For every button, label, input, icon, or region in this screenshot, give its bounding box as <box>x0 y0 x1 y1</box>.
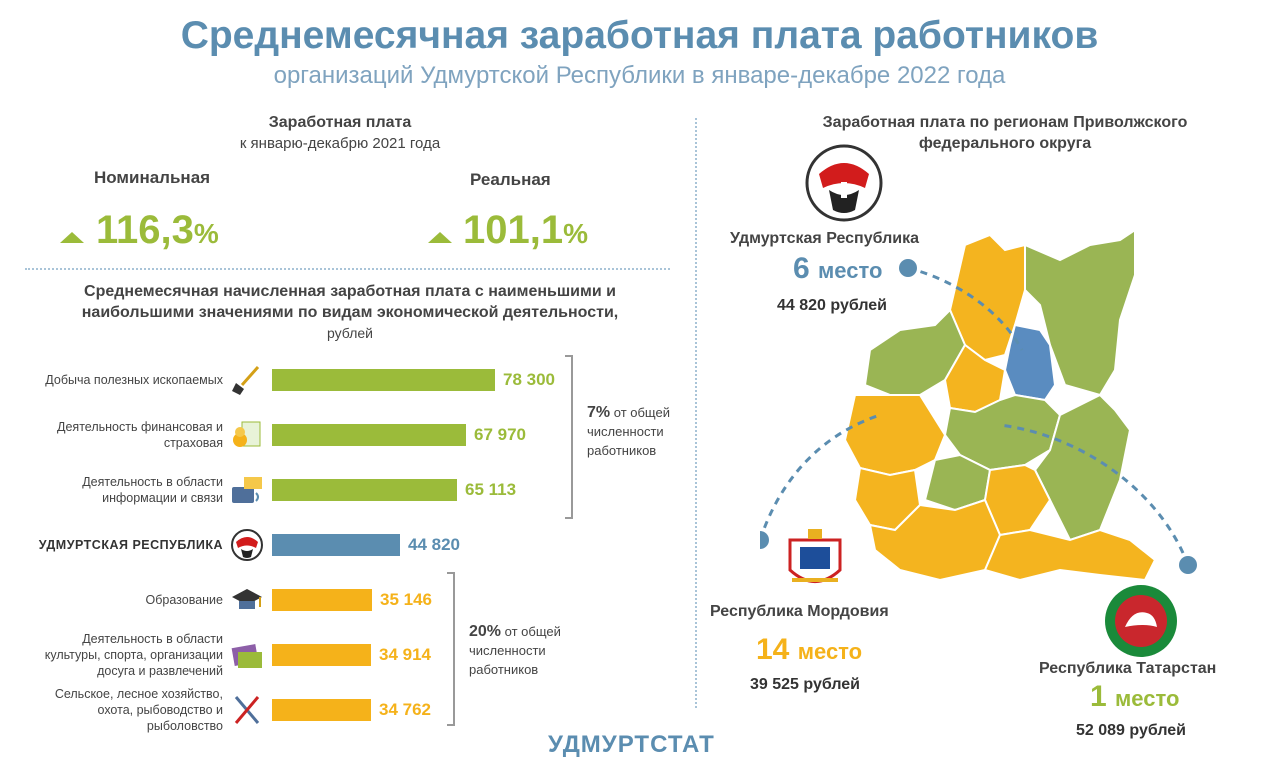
category-label-line: охота, рыбоводство и <box>97 703 223 717</box>
top-share-note: 7% от общей численности работников <box>587 404 670 458</box>
bar-1 <box>272 369 495 391</box>
category-label-line: страховая <box>163 436 223 450</box>
mordovia-emblem-icon <box>788 529 842 583</box>
tatarstan-emblem-icon <box>1105 585 1177 657</box>
bar-value-label: 35 146 <box>380 590 432 609</box>
bar-6 <box>272 644 371 666</box>
category-label: Деятельность финансовая и страховая <box>18 419 223 451</box>
section-divider <box>25 268 670 270</box>
industry-bar-chart: 78 300 Добыча полезных ископаемых 67 970 Де… <box>18 363 555 734</box>
category-label-line: Деятельность финансовая и <box>57 420 223 434</box>
phone-icon <box>230 473 264 507</box>
column-divider <box>695 118 697 708</box>
nominal-value: 116,3% <box>96 208 219 252</box>
page-title: Среднемесячная заработная плата работник… <box>180 14 1099 57</box>
tatarstan-salary: 52 089 рублей <box>1076 722 1187 739</box>
mordovia-rank: 14 место <box>756 633 863 666</box>
category-label: Образование <box>18 592 223 608</box>
category-label-line: досуга и развлечений <box>97 664 223 678</box>
category-label-line: Деятельность в области <box>82 632 223 646</box>
category-label-line: рыболовство <box>146 719 223 733</box>
category-label-line: Сельское, лесное хозяйство, <box>54 687 223 701</box>
regions-heading-line1: Заработная плата по регионам Приволжског… <box>822 114 1188 131</box>
chart-unit: рублей <box>327 325 373 341</box>
culture-icon <box>230 638 264 672</box>
graduation-cap-icon <box>230 583 264 617</box>
growth-heading: Заработная плата <box>268 114 412 131</box>
bar-3 <box>272 479 457 501</box>
bar-5 <box>272 589 372 611</box>
bar-value-label: 44 820 <box>408 535 460 554</box>
footer-brand: УДМУРТСТАТ <box>548 731 715 758</box>
bar-4 <box>272 534 400 556</box>
category-label-line: УДМУРТСКАЯ РЕСПУБЛИКА <box>38 538 223 552</box>
nominal-label: Номинальная <box>94 168 211 187</box>
category-label: Добыча полезных ископаемых <box>18 372 223 388</box>
category-label-line: Добыча полезных ископаемых <box>45 373 223 387</box>
category-label-line: Деятельность в области <box>82 475 223 489</box>
udmurtia-rank: 6 место <box>793 252 883 285</box>
bottom-share-note: 20% от общей численности работников <box>469 623 561 677</box>
udmurt-emblem-icon <box>230 528 264 562</box>
bar-value-label: 34 914 <box>379 645 431 664</box>
bottom-bracket <box>447 572 455 726</box>
mordovia-name: Республика Мордовия <box>710 603 889 620</box>
tatarstan-name: Республика Татарстан <box>1039 660 1217 677</box>
category-label: УДМУРТСКАЯ РЕСПУБЛИКА <box>18 537 223 553</box>
mordovia-salary: 39 525 рублей <box>750 676 861 693</box>
bar-7 <box>272 699 371 721</box>
finance-icon <box>230 418 264 452</box>
up-arrow-icon <box>60 232 84 243</box>
udmurtia-salary: 44 820 рублей <box>777 297 888 314</box>
up-arrow-icon <box>428 232 452 243</box>
regions-heading-line2: федерального округа <box>918 135 1092 152</box>
bar-value-label: 67 970 <box>474 425 526 444</box>
page-subtitle: организаций Удмуртской Республики в янва… <box>273 62 1006 89</box>
category-label-line: культуры, спорта, организации <box>44 648 223 662</box>
growth-subheading: к январю-декабрю 2021 года <box>239 135 441 152</box>
udmurtia-emblem-icon <box>805 144 883 222</box>
bar-2 <box>272 424 466 446</box>
bar-value-label: 78 300 <box>503 370 555 389</box>
category-label: Деятельность в области информации и связи <box>18 474 223 506</box>
bar-value-label: 34 762 <box>379 700 431 719</box>
chart-title-line1: Среднемесячная начисленная заработная пл… <box>84 283 616 300</box>
real-label: Реальная <box>470 170 551 189</box>
category-label-line: информации и связи <box>102 491 223 505</box>
udmurtia-name: Удмуртская Республика <box>730 230 919 247</box>
category-label: Сельское, лесное хозяйство, охота, рыбово… <box>18 686 223 734</box>
real-value: 101,1% <box>463 208 589 252</box>
volga-district-map <box>760 228 1197 582</box>
category-label: Деятельность в области культуры, спорта, … <box>18 631 223 679</box>
category-label-line: Образование <box>145 593 223 607</box>
chart-title-line2: наибольшими значениями по видам экономич… <box>81 304 619 321</box>
top-bracket <box>565 355 573 519</box>
shovel-icon <box>230 363 264 397</box>
bar-value-label: 65 113 <box>465 480 517 499</box>
tatarstan-rank: 1 место <box>1090 680 1180 713</box>
farm-tools-icon <box>230 693 264 727</box>
